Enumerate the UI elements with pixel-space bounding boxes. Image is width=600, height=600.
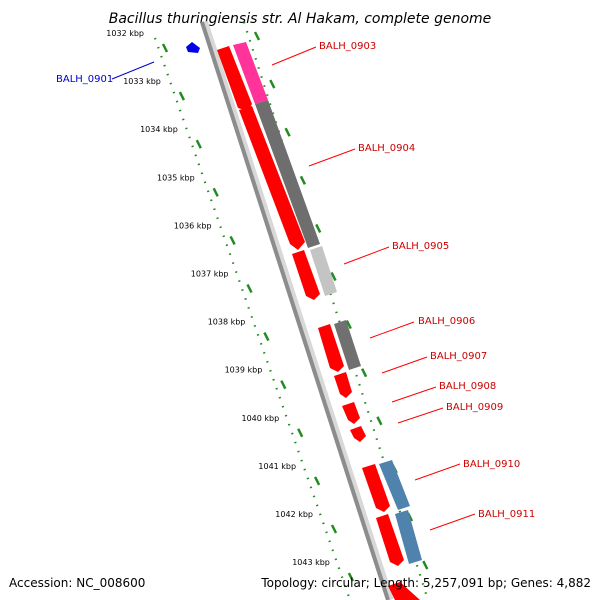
inner-major-tick: [297, 428, 304, 438]
inner-major-tick: [280, 380, 287, 390]
inner-major-tick: [330, 524, 338, 534]
gene-label-0904[interactable]: BALH_0904: [358, 143, 415, 154]
tick-label: 1035 kbp: [157, 173, 195, 182]
inner-major-tick: [246, 283, 253, 294]
inner-tick-track: 1032 kbp 1033 kbp 1034 kbp 1035 kbp 1036 kbp…: [106, 29, 355, 600]
gene-block-pink: [233, 42, 268, 104]
inner-major-tick: [347, 572, 355, 582]
outer-major-tick: [284, 127, 291, 137]
gene-arrow-red-8: [362, 464, 390, 512]
label-leaders: [111, 46, 476, 531]
tick-label: 1033 kbp: [123, 77, 161, 86]
gene-block-steel-blue-1: [379, 460, 410, 510]
tick-label: 1037 kbp: [191, 270, 229, 279]
gene-arrow-red-1: [217, 46, 252, 111]
inner-major-tick: [161, 43, 169, 53]
gene-arrow-red-7: [350, 426, 366, 442]
gene-label-0910[interactable]: BALH_0910: [463, 459, 520, 470]
gene-block-light-gray: [310, 246, 337, 296]
gene-label-0901[interactable]: BALH_0901: [56, 74, 113, 85]
leader-line-0903: [271, 46, 317, 66]
gene-block-dark-gray-large: [255, 100, 320, 248]
gene-labels: BALH_0901 BALH_0903 BALH_0904 BALH_0905 …: [56, 41, 535, 520]
gene-label-0909[interactable]: BALH_0909: [446, 402, 503, 413]
gene-label-0906[interactable]: BALH_0906: [418, 316, 475, 327]
map-title: Bacillus thuringiensis str. Al Hakam, co…: [109, 11, 492, 27]
inner-major-tick: [263, 332, 270, 342]
gene-blocks: [217, 42, 422, 600]
leader-line-0904: [308, 148, 356, 167]
tick-label: 1032 kbp: [106, 29, 144, 38]
outer-major-tick: [330, 271, 337, 282]
gene-label-0908[interactable]: BALH_0908: [439, 381, 496, 392]
topology-text: Topology: circular; Length: 5,257,091 bp…: [260, 576, 591, 590]
outer-major-tick: [269, 79, 276, 89]
inner-major-tick: [313, 476, 321, 486]
inner-major-ticks: [161, 43, 355, 582]
gene-arrow-red-2: [239, 106, 305, 250]
gene-block-steel-blue-2: [395, 510, 422, 564]
outer-major-tick: [422, 560, 429, 570]
gene-arrow-red-6: [342, 402, 360, 424]
backbone-line: [200, 21, 390, 600]
gene-arrow-red-5: [334, 372, 352, 398]
leader-line-0907: [381, 356, 428, 374]
gene-label-0903[interactable]: BALH_0903: [319, 41, 376, 52]
gene-label-0911[interactable]: BALH_0911: [478, 509, 535, 520]
gene-arrow-red-4: [318, 324, 344, 372]
inner-major-tick: [212, 187, 219, 197]
leader-line-0909: [397, 407, 444, 424]
leader-line-0901: [111, 61, 155, 80]
leader-line-0908: [391, 386, 437, 403]
outer-major-tick: [253, 31, 261, 41]
outer-major-tick: [345, 320, 352, 330]
outer-major-tick: [315, 223, 322, 233]
leader-line-0910: [414, 463, 461, 481]
tick-label: 1034 kbp: [140, 125, 178, 134]
outer-major-tick: [360, 368, 368, 378]
outer-major-tick: [376, 416, 383, 426]
tick-labels: 1032 kbp 1033 kbp 1034 kbp 1035 kbp 1036 kbp…: [106, 29, 330, 567]
inner-major-tick: [229, 235, 236, 245]
leader-line-0911: [429, 513, 476, 531]
gene-arrow-red-10: [388, 582, 420, 600]
leader-line-0906: [369, 321, 415, 339]
inner-major-tick: [178, 91, 186, 101]
gene-arrow-red-3: [292, 250, 320, 300]
outer-major-tick: [299, 175, 307, 185]
reverse-gene-arrow: [186, 42, 200, 53]
tick-label: 1038 kbp: [208, 318, 246, 327]
tick-label: 1036 kbp: [174, 221, 212, 230]
tick-label: 1042 kbp: [275, 510, 313, 519]
inner-major-tick: [195, 139, 202, 149]
accession-text: Accession: NC_008600: [9, 576, 145, 590]
gene-label-0907[interactable]: BALH_0907: [430, 351, 487, 362]
leader-line-0905: [343, 246, 390, 265]
gene-label-0905[interactable]: BALH_0905: [392, 241, 449, 252]
backbone: [200, 20, 394, 600]
gene-block-dark-gray-small: [334, 320, 361, 370]
tick-label: 1041 kbp: [258, 462, 296, 471]
gene-arrow-red-9: [376, 514, 404, 566]
tick-label: 1040 kbp: [241, 414, 279, 423]
tick-label: 1039 kbp: [225, 366, 263, 375]
tick-label: 1043 kbp: [292, 558, 330, 567]
